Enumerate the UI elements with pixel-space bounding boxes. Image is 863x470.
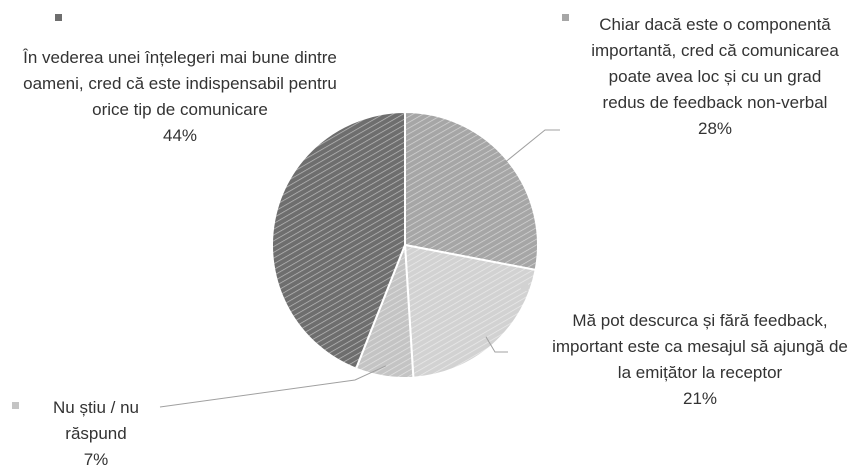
slice-hatch — [271, 111, 405, 369]
slice-hatch — [405, 245, 536, 378]
slice-label: Mă pot descurca și fără feedback, import… — [552, 308, 848, 412]
slice-label: Nu știu / nu răspund 7% — [26, 395, 166, 470]
value-label: 28% — [697, 119, 733, 138]
value-label: 21% — [682, 389, 718, 408]
leader-line — [498, 129, 560, 168]
category-label: În vederea unei înțelegeri mai bune dint… — [23, 48, 337, 119]
category-label: Chiar dacă este o componentă importantă,… — [591, 15, 839, 112]
value-label: 7% — [83, 450, 109, 469]
legend-marker — [12, 402, 19, 409]
slice-label: Chiar dacă este o componentă importantă,… — [588, 12, 842, 142]
slice-hatch — [405, 112, 539, 270]
legend-marker — [521, 284, 528, 291]
value-label: 44% — [162, 126, 198, 145]
legend-marker — [562, 14, 569, 21]
category-label: Mă pot descurca și fără feedback, import… — [552, 311, 848, 382]
slice-hatch — [356, 245, 414, 378]
category-label: Nu știu / nu răspund — [53, 398, 139, 443]
legend-marker — [55, 14, 62, 21]
slice-label: În vederea unei înțelegeri mai bune dint… — [22, 45, 338, 149]
leader-line — [159, 365, 387, 408]
leader-line — [485, 336, 508, 353]
